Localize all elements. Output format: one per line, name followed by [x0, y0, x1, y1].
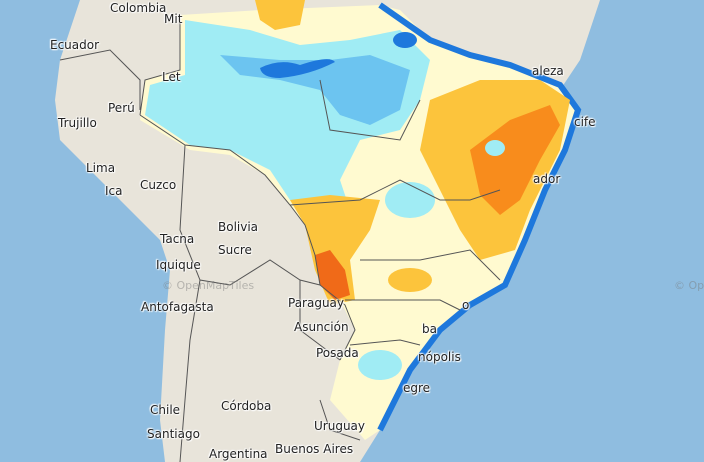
- amapa-very-wet: [393, 32, 417, 48]
- label-paraguay: Paraguay: [288, 296, 345, 310]
- label-lima: Lima: [86, 161, 116, 175]
- label-antofagasta: Antofagasta: [141, 300, 214, 314]
- label-buenos-aires: Buenos Aires: [275, 442, 354, 456]
- label-iquique: Iquique: [156, 258, 201, 272]
- attribution-watermark-2: © OpenMapTiles: [674, 279, 704, 292]
- attribution-watermark: © OpenMapTiles: [162, 279, 255, 292]
- label-rio: o: [462, 298, 470, 312]
- southeast-dry: [388, 268, 432, 292]
- label-sucre: Sucre: [218, 243, 252, 257]
- label-leticia: Let: [162, 70, 181, 84]
- borders: [59, 15, 501, 462]
- amazon-very-wet: [260, 59, 335, 78]
- label-curitiba: ba: [422, 322, 437, 336]
- south-slightly-wet: [358, 350, 402, 380]
- label-ecuador: Ecuador: [50, 38, 100, 52]
- label-colombia: Colombia: [110, 1, 167, 15]
- label-bolivia: Bolivia: [218, 220, 259, 234]
- label-argentina: Argentina: [209, 447, 268, 461]
- label-ica: Ica: [105, 184, 123, 198]
- label-cordoba: Córdoba: [221, 399, 272, 413]
- north-dry: [255, 0, 305, 30]
- coastal-wet-band: [377, 2, 582, 432]
- label-asuncion: Asunción: [294, 320, 349, 334]
- label-peru: Perú: [108, 101, 135, 115]
- label-mitu: Mit: [164, 12, 183, 26]
- label-chile: Chile: [150, 403, 181, 417]
- label-porto-alegre: egre: [403, 381, 431, 395]
- northeast-wet-spot: [485, 140, 505, 156]
- label-fortaleza: aleza: [532, 64, 564, 78]
- label-trujillo: Trujillo: [58, 116, 97, 130]
- label-recife: cife: [574, 115, 596, 129]
- label-posadas: Posada: [316, 346, 359, 360]
- northeast-very-dry: [470, 105, 560, 215]
- label-tacna: Tacna: [160, 232, 195, 246]
- label-santiago: Santiago: [147, 427, 200, 441]
- label-uruguay: Uruguay: [314, 419, 365, 433]
- west-dry: [290, 195, 380, 305]
- label-cuzco: Cuzco: [140, 178, 177, 192]
- label-florianopolis: nópolis: [418, 350, 461, 364]
- label-salvador: ador: [533, 172, 561, 186]
- central-slightly-wet: [385, 182, 435, 218]
